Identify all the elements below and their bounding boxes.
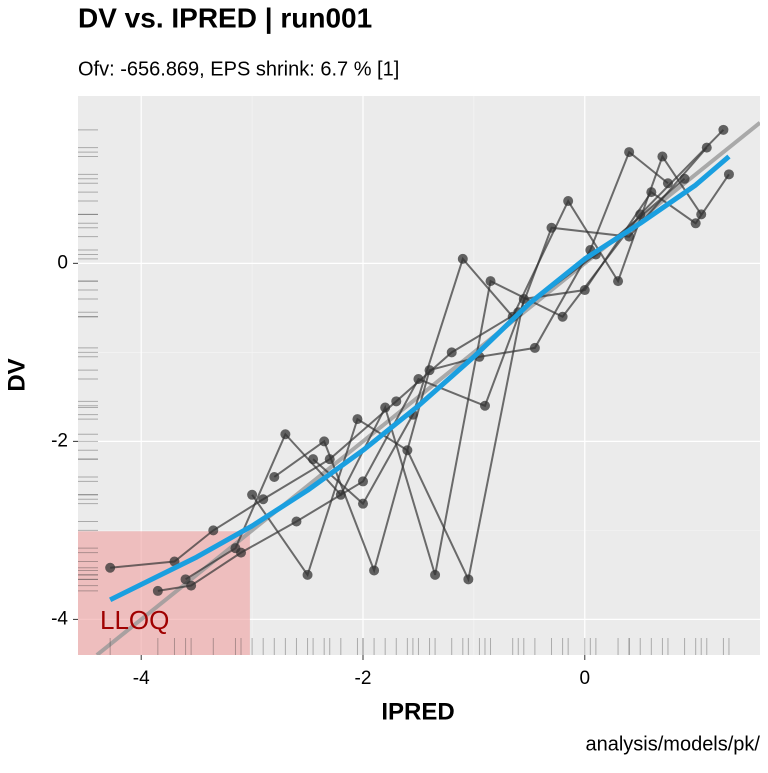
point <box>352 414 363 425</box>
x-tick-label: -4 <box>133 668 150 689</box>
point <box>269 471 280 482</box>
point <box>280 429 291 440</box>
point <box>457 253 468 264</box>
point <box>463 574 474 585</box>
point <box>413 374 424 385</box>
point <box>696 209 707 220</box>
point <box>613 276 624 287</box>
point <box>230 543 241 554</box>
lloq-label: LLOQ <box>100 605 169 635</box>
point <box>258 494 269 505</box>
point <box>529 342 540 353</box>
x-tick-label: 0 <box>579 668 590 689</box>
point <box>657 151 668 162</box>
point <box>369 565 380 576</box>
plot-area <box>78 96 760 655</box>
point <box>446 347 457 358</box>
point <box>380 402 391 413</box>
point <box>324 454 335 465</box>
point <box>357 498 368 509</box>
y-tick-label: -2 <box>51 430 68 451</box>
y-axis-label: DV <box>3 358 30 391</box>
point <box>579 285 590 296</box>
point <box>546 222 557 233</box>
chart-subtitle: Ofv: -656.869, EPS shrink: 6.7 % [1] <box>78 58 399 80</box>
point <box>723 169 734 180</box>
y-tick-label: -4 <box>51 608 68 629</box>
point <box>518 293 529 304</box>
point <box>624 147 635 158</box>
point <box>105 562 116 573</box>
point <box>402 445 413 456</box>
point <box>701 142 712 153</box>
point <box>424 365 435 376</box>
point <box>718 124 729 135</box>
point <box>208 525 219 536</box>
point <box>180 574 191 585</box>
caption: analysis/models/pk/ <box>585 733 760 755</box>
lloq-region <box>78 531 250 655</box>
point <box>357 476 368 487</box>
point <box>247 489 258 500</box>
point <box>319 436 330 447</box>
chart-title: DV vs. IPRED | run001 <box>78 2 372 33</box>
point <box>646 187 657 198</box>
x-tick-label: -2 <box>355 668 372 689</box>
subject-line <box>251 173 730 583</box>
point <box>302 569 313 580</box>
point <box>635 209 646 220</box>
point <box>430 569 441 580</box>
point <box>152 585 163 596</box>
smooth-line <box>109 154 731 603</box>
point <box>391 396 402 407</box>
y-tick-label: 0 <box>57 252 68 273</box>
point <box>690 218 701 229</box>
point <box>335 489 346 500</box>
point <box>308 454 319 465</box>
point <box>563 196 574 207</box>
point <box>291 516 302 527</box>
x-axis-label: IPRED <box>381 698 454 725</box>
point <box>679 173 690 184</box>
point <box>662 178 673 189</box>
point <box>485 276 496 287</box>
point <box>557 311 568 322</box>
point <box>479 400 490 411</box>
